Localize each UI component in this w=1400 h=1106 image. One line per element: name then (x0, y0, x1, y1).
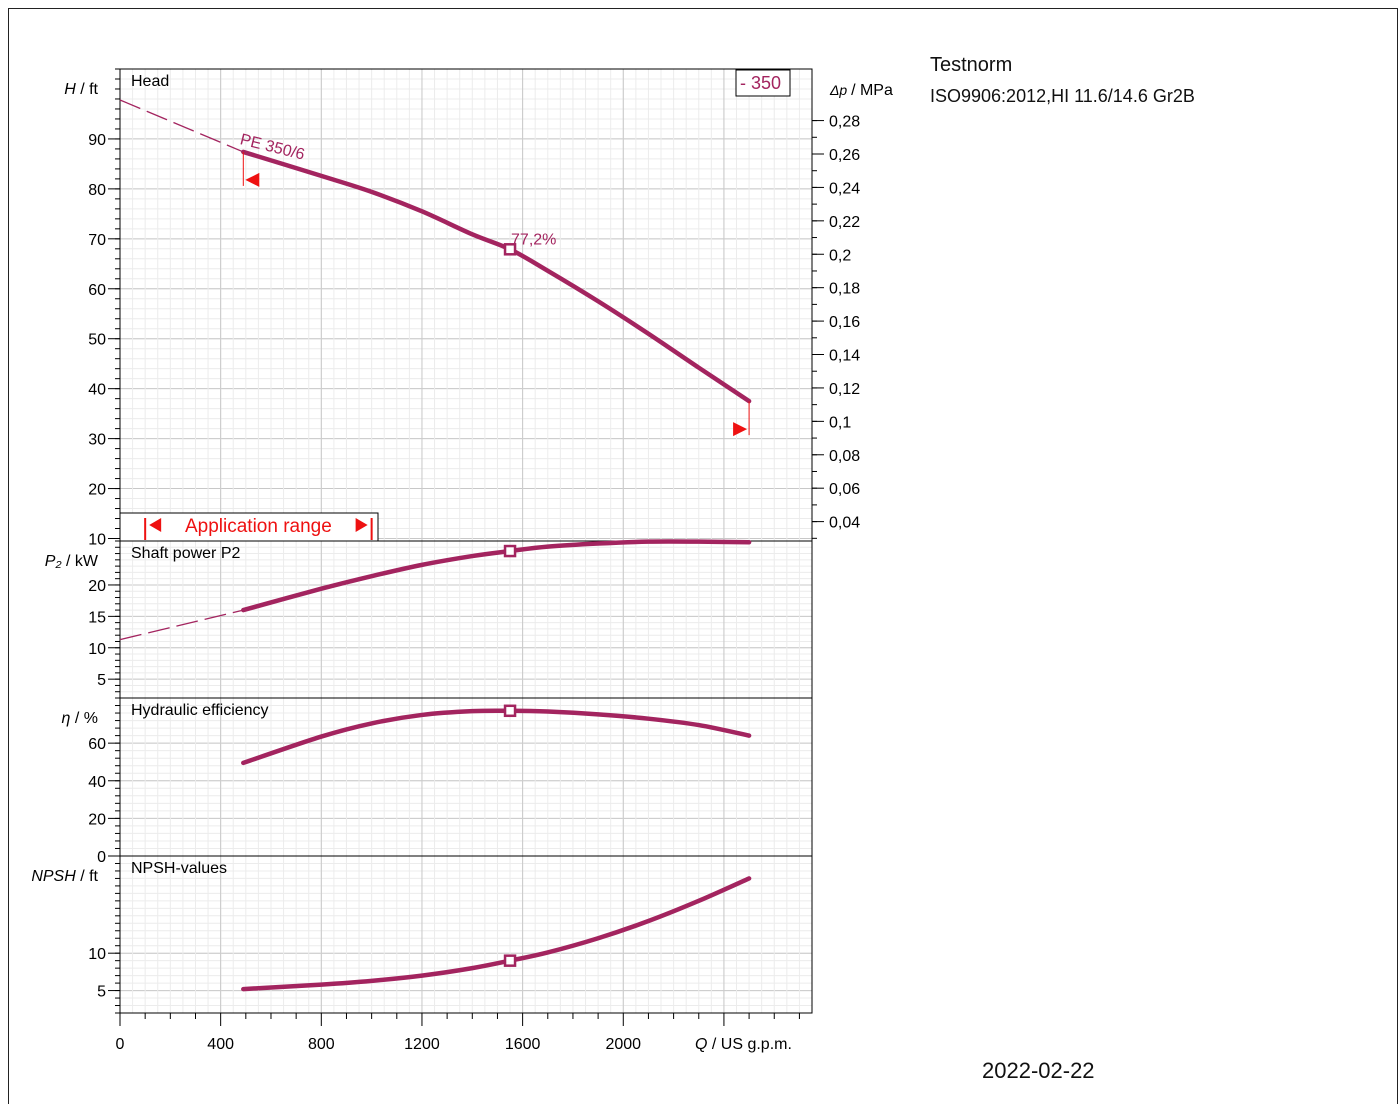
y-axis-unit: / % (75, 710, 98, 727)
y2-tick-label: 0,06 (829, 481, 860, 498)
y-axis-symbol: NPSH (31, 868, 80, 885)
y-axis-unit: / ft (80, 868, 98, 885)
y2-tick-label: 0,08 (829, 448, 860, 465)
x-tick-label: 400 (207, 1036, 234, 1053)
y-tick-label: 40 (88, 382, 106, 399)
panel-border-head (119, 68, 813, 542)
application-range-label: Application range (185, 516, 332, 537)
y2-axis-unit: / MPa (851, 82, 893, 99)
bep-marker (503, 954, 517, 967)
panel-power: 5 10 15 20 P₂ / kW Shaft power P2 (45, 539, 752, 699)
y-axis-unit: / ft (80, 81, 98, 98)
grid-lines (119, 68, 813, 1014)
x-tick-label: 2000 (605, 1036, 641, 1053)
y2-tick-label: 0,1 (829, 414, 851, 431)
y-tick-label: 10 (88, 641, 106, 658)
panel-border-power (119, 540, 813, 699)
application-range-box (119, 512, 379, 542)
bep-marker (503, 544, 517, 558)
y-tick-label: 50 (88, 332, 106, 349)
y-tick-label: 5 (97, 984, 106, 1001)
y2-axis-symbol: Δp (829, 82, 851, 98)
impeller-label-box (735, 69, 791, 97)
x-axis: 0 400 800 1200 1600 2000 Q / US g.p.m. (116, 1013, 800, 1053)
y-tick-label: 30 (88, 432, 106, 449)
y2-tick-label: 0,18 (829, 281, 860, 298)
y2-axis-label: Δp / MPa (829, 82, 893, 99)
curve-extension-dashed (119, 609, 244, 641)
y2-tick-label: 0,12 (829, 381, 860, 398)
y-tick-label: 70 (88, 232, 106, 249)
y-tick-label: 15 (88, 609, 106, 626)
operating-range-end-arrow (733, 422, 748, 437)
application-range-left-arrow (149, 518, 162, 532)
panel-npsh: 5 10 NPSH / ft NPSH-values (31, 855, 752, 1014)
x-tick-label: 1200 (404, 1036, 440, 1053)
y-axis-label: η / % (62, 710, 98, 727)
y-tick-label: 20 (88, 578, 106, 595)
panel-border-npsh (119, 855, 813, 1014)
panel-efficiency: 0 20 40 60 η / % Hydraulic efficiency (62, 697, 752, 866)
x-tick-label: 1600 (505, 1036, 541, 1053)
y-axis-label: NPSH / ft (31, 868, 98, 885)
bep-marker (503, 704, 517, 718)
y-tick-label: 80 (88, 182, 106, 199)
panel-title: NPSH-values (131, 860, 227, 877)
y2-tick-label: 0,26 (829, 147, 860, 164)
y-tick-label: 20 (88, 811, 106, 828)
x-axis-unit: / US g.p.m. (712, 1036, 792, 1053)
y-tick-label: 60 (88, 736, 106, 753)
y-tick-label: 90 (88, 132, 106, 149)
y-tick-label: 5 (97, 672, 106, 689)
x-axis-symbol: Q (695, 1036, 712, 1053)
bep-efficiency-label: 77,2% (511, 231, 556, 248)
y-tick-label: 0 (97, 849, 106, 866)
diagram-frame (8, 8, 1398, 1104)
y-axis-label: P₂ / kW (45, 553, 99, 570)
y-axis-symbol: P₂ (45, 553, 66, 570)
y-axis-unit: / kW (66, 553, 99, 570)
y-tick-label: 20 (88, 482, 106, 499)
application-range: Application range (119, 512, 379, 542)
y-tick-label: 10 (88, 532, 106, 549)
y2-tick-label: 0,28 (829, 114, 860, 131)
y-tick-label: 10 (88, 946, 106, 963)
x-tick-label: 800 (308, 1036, 335, 1053)
impeller-label: - 350 (740, 73, 781, 93)
operating-range-start-arrow (245, 172, 260, 187)
y-axis-label: H / ft (64, 81, 98, 98)
curve-extension-dashed (119, 99, 244, 153)
panel-title: Hydraulic efficiency (131, 702, 269, 719)
y2-tick-label: 0,16 (829, 314, 860, 331)
y2-tick-label: 0,04 (829, 515, 860, 532)
test-standard-value: ISO9906:2012,HI 11.6/14.6 Gr2B (930, 86, 1195, 106)
y2-tick-label: 0,22 (829, 214, 860, 231)
panel-title: Shaft power P2 (131, 545, 241, 562)
y-axis-symbol: η (62, 710, 75, 727)
x-axis-label: Q / US g.p.m. (695, 1036, 792, 1053)
application-range-right-arrow (355, 518, 368, 532)
diagram-date: 2022-02-22 (982, 1058, 1095, 1083)
y-tick-label: 40 (88, 774, 106, 791)
panel-title: Head (131, 73, 169, 90)
y-axis-symbol: H (64, 81, 80, 98)
y2-tick-label: 0,14 (829, 348, 860, 365)
y2-tick-label: 0,2 (829, 247, 851, 264)
panel-border-efficiency (119, 697, 813, 857)
y2-tick-label: 0,24 (829, 180, 860, 197)
test-standard-title: Testnorm (930, 54, 1013, 76)
x-tick-label: 0 (116, 1036, 125, 1053)
bep-marker (503, 243, 517, 256)
y-tick-label: 60 (88, 282, 106, 299)
